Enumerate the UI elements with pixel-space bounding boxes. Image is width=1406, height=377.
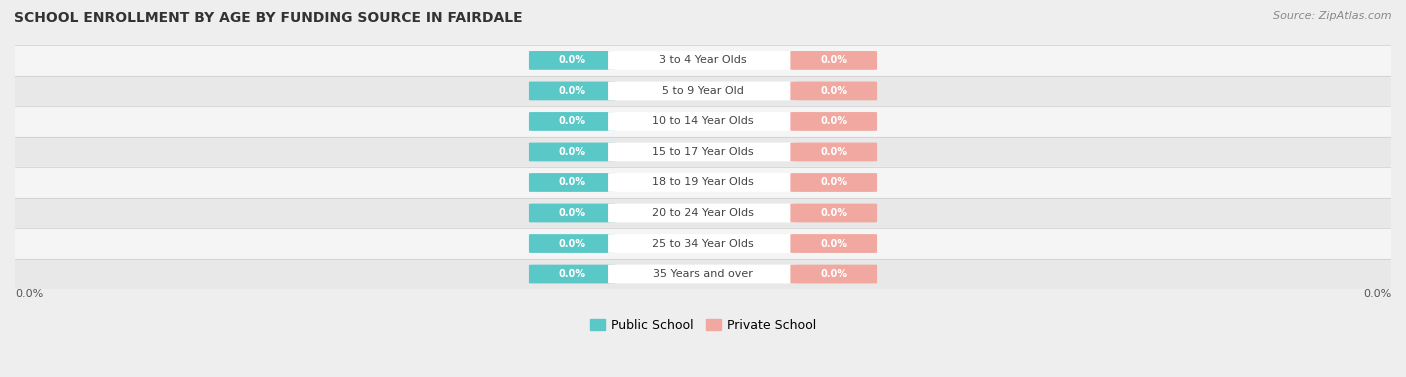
Text: 0.0%: 0.0%: [820, 239, 848, 248]
Text: 0.0%: 0.0%: [558, 178, 586, 187]
Legend: Public School, Private School: Public School, Private School: [585, 314, 821, 337]
FancyBboxPatch shape: [790, 81, 877, 100]
Text: 3 to 4 Year Olds: 3 to 4 Year Olds: [659, 55, 747, 66]
Text: 0.0%: 0.0%: [558, 239, 586, 248]
FancyBboxPatch shape: [790, 112, 877, 131]
Bar: [15, 259, 1391, 289]
FancyBboxPatch shape: [529, 204, 616, 222]
FancyBboxPatch shape: [607, 234, 799, 253]
Text: 0.0%: 0.0%: [558, 116, 586, 126]
Text: 0.0%: 0.0%: [558, 55, 586, 66]
Text: 0.0%: 0.0%: [558, 86, 586, 96]
Text: 0.0%: 0.0%: [820, 116, 848, 126]
Text: 0.0%: 0.0%: [820, 55, 848, 66]
FancyBboxPatch shape: [607, 143, 799, 161]
Bar: [15, 167, 1391, 198]
Text: 0.0%: 0.0%: [820, 178, 848, 187]
Text: 18 to 19 Year Olds: 18 to 19 Year Olds: [652, 178, 754, 187]
FancyBboxPatch shape: [607, 51, 799, 70]
FancyBboxPatch shape: [790, 173, 877, 192]
FancyBboxPatch shape: [529, 51, 616, 70]
Text: 0.0%: 0.0%: [558, 147, 586, 157]
FancyBboxPatch shape: [529, 81, 616, 100]
Bar: [15, 198, 1391, 228]
FancyBboxPatch shape: [790, 234, 877, 253]
FancyBboxPatch shape: [607, 112, 799, 131]
FancyBboxPatch shape: [790, 51, 877, 70]
Text: 10 to 14 Year Olds: 10 to 14 Year Olds: [652, 116, 754, 126]
Text: 5 to 9 Year Old: 5 to 9 Year Old: [662, 86, 744, 96]
FancyBboxPatch shape: [529, 143, 616, 161]
Bar: [15, 137, 1391, 167]
Text: 0.0%: 0.0%: [820, 86, 848, 96]
Text: 15 to 17 Year Olds: 15 to 17 Year Olds: [652, 147, 754, 157]
FancyBboxPatch shape: [790, 204, 877, 222]
Bar: [15, 76, 1391, 106]
Bar: [15, 106, 1391, 137]
Text: 35 Years and over: 35 Years and over: [652, 269, 754, 279]
Text: 0.0%: 0.0%: [1362, 289, 1391, 299]
FancyBboxPatch shape: [607, 173, 799, 192]
Text: 0.0%: 0.0%: [820, 269, 848, 279]
Text: 0.0%: 0.0%: [820, 208, 848, 218]
Text: 25 to 34 Year Olds: 25 to 34 Year Olds: [652, 239, 754, 248]
FancyBboxPatch shape: [607, 265, 799, 284]
Bar: [15, 228, 1391, 259]
Text: 20 to 24 Year Olds: 20 to 24 Year Olds: [652, 208, 754, 218]
Text: 0.0%: 0.0%: [558, 208, 586, 218]
FancyBboxPatch shape: [790, 265, 877, 284]
FancyBboxPatch shape: [529, 112, 616, 131]
FancyBboxPatch shape: [529, 234, 616, 253]
Text: SCHOOL ENROLLMENT BY AGE BY FUNDING SOURCE IN FAIRDALE: SCHOOL ENROLLMENT BY AGE BY FUNDING SOUR…: [14, 11, 523, 25]
FancyBboxPatch shape: [607, 81, 799, 100]
Bar: [15, 45, 1391, 76]
Text: 0.0%: 0.0%: [15, 289, 44, 299]
Text: 0.0%: 0.0%: [558, 269, 586, 279]
FancyBboxPatch shape: [529, 173, 616, 192]
Text: Source: ZipAtlas.com: Source: ZipAtlas.com: [1274, 11, 1392, 21]
FancyBboxPatch shape: [790, 143, 877, 161]
FancyBboxPatch shape: [529, 265, 616, 284]
Text: 0.0%: 0.0%: [820, 147, 848, 157]
FancyBboxPatch shape: [607, 204, 799, 222]
